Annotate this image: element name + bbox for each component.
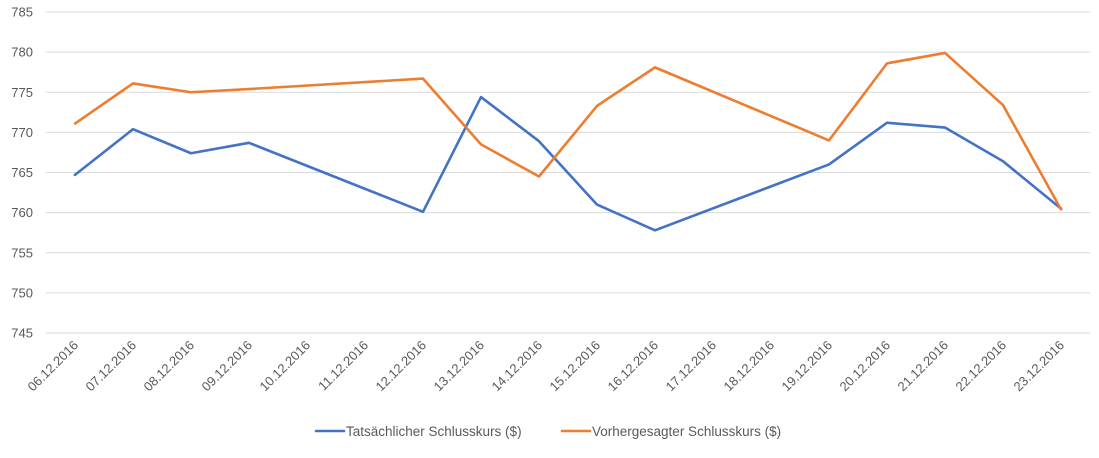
x-tick-label: 19.12.2016: [778, 338, 835, 395]
series-lines: [73, 51, 1063, 232]
x-tick-label: 08.12.2016: [140, 338, 197, 395]
x-axis-ticks: 06.12.2016 07.12.2016 08.12.2016 09.12.2016…: [24, 338, 1067, 395]
x-tick-label: 11.12.2016: [315, 338, 371, 394]
y-tick-label: 755: [11, 245, 33, 260]
series-line-1: [73, 95, 1063, 232]
legend-label-1: Tatsächlicher Schlusskurs ($): [346, 424, 522, 439]
y-tick-label: 785: [11, 5, 33, 20]
x-tick-label: 12.12.2016: [372, 338, 429, 395]
y-tick-label: 780: [11, 45, 33, 60]
x-tick-label: 22.12.2016: [952, 338, 1009, 395]
x-tick-label: 20.12.2016: [836, 338, 893, 395]
x-tick-label: 09.12.2016: [198, 338, 255, 395]
x-tick-label: 07.12.2016: [82, 338, 139, 395]
y-tick-label: 775: [11, 85, 33, 100]
x-tick-label: 14.12.2016: [488, 338, 545, 395]
x-tick-label: 23.12.2016: [1010, 338, 1067, 395]
y-tick-label: 750: [11, 285, 33, 300]
x-tick-label: 17.12.2016: [662, 338, 719, 395]
y-axis-ticks: 745 750 755 760 765 770 775 780 785: [11, 5, 33, 341]
x-tick-label: 18.12.2016: [720, 338, 777, 395]
legend: Tatsächlicher Schlusskurs ($) Vorhergesag…: [314, 424, 781, 439]
x-tick-label: 06.12.2016: [24, 338, 81, 395]
y-tick-label: 760: [11, 205, 33, 220]
series-line-2: [73, 51, 1063, 211]
x-tick-label: 10.12.2016: [256, 338, 313, 395]
y-tick-label: 765: [11, 165, 33, 180]
x-tick-label: 16.12.2016: [604, 338, 661, 395]
y-tick-label: 745: [11, 326, 33, 341]
legend-label-2: Vorhergesagter Schlusskurs ($): [592, 424, 781, 439]
x-tick-label: 21.12.2016: [894, 338, 951, 395]
x-tick-label: 15.12.2016: [546, 338, 603, 395]
y-tick-label: 770: [11, 125, 33, 140]
x-tick-label: 13.12.2016: [430, 338, 487, 395]
